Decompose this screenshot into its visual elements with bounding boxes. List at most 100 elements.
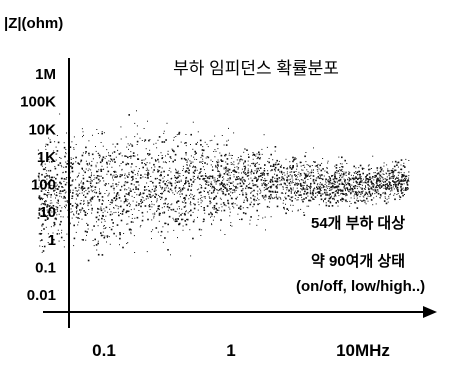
scatter-point — [194, 180, 195, 181]
scatter-point — [65, 201, 66, 202]
scatter-point — [397, 162, 398, 163]
scatter-point — [224, 204, 226, 206]
scatter-point — [369, 186, 370, 187]
scatter-point — [188, 170, 190, 172]
scatter-point — [66, 182, 67, 183]
scatter-point — [138, 203, 140, 205]
scatter-point — [149, 204, 150, 205]
scatter-point — [279, 171, 280, 172]
scatter-point — [50, 170, 52, 172]
scatter-point — [397, 178, 398, 179]
scatter-point — [107, 164, 108, 165]
scatter-point — [331, 196, 332, 197]
scatter-point — [105, 221, 106, 222]
scatter-point — [356, 183, 357, 184]
scatter-point — [129, 211, 130, 212]
scatter-point — [134, 184, 135, 185]
scatter-point — [276, 160, 278, 162]
scatter-point — [403, 188, 404, 189]
scatter-point — [110, 161, 111, 162]
scatter-point — [338, 206, 339, 207]
scatter-point — [279, 161, 280, 162]
scatter-point — [255, 164, 256, 165]
scatter-point — [105, 216, 106, 217]
scatter-point — [114, 208, 115, 209]
scatter-point — [128, 149, 129, 150]
scatter-point — [134, 252, 135, 253]
scatter-point — [404, 178, 405, 179]
scatter-point — [219, 189, 221, 191]
scatter-point — [119, 244, 120, 245]
scatter-point — [287, 208, 289, 210]
scatter-point — [121, 174, 123, 176]
scatter-point — [366, 178, 368, 180]
scatter-point — [38, 173, 40, 175]
scatter-point — [147, 251, 148, 252]
scatter-point — [138, 205, 139, 206]
scatter-point — [332, 189, 333, 190]
scatter-point — [155, 188, 156, 189]
scatter-point — [64, 189, 66, 191]
scatter-point — [319, 175, 320, 176]
scatter-point — [253, 190, 255, 192]
scatter-point — [250, 165, 251, 166]
scatter-point — [55, 168, 57, 170]
scatter-point — [81, 210, 82, 211]
scatter-point — [82, 136, 83, 137]
scatter-point — [250, 197, 251, 198]
scatter-point — [248, 169, 249, 170]
scatter-point — [302, 199, 303, 200]
scatter-point — [363, 179, 364, 180]
scatter-point — [360, 184, 361, 185]
scatter-point — [401, 165, 402, 166]
scatter-point — [376, 186, 377, 187]
scatter-point — [124, 196, 126, 198]
scatter-point — [146, 183, 147, 184]
scatter-point — [114, 151, 116, 153]
scatter-point — [153, 195, 154, 196]
scatter-point — [221, 161, 222, 162]
scatter-point — [202, 159, 203, 160]
scatter-point — [369, 176, 371, 178]
scatter-point — [178, 171, 179, 172]
scatter-point — [315, 180, 317, 182]
scatter-point — [62, 190, 64, 192]
scatter-point — [242, 169, 243, 170]
scatter-point — [188, 212, 189, 213]
scatter-point — [158, 205, 160, 207]
scatter-point — [148, 194, 149, 195]
scatter-point — [157, 159, 159, 161]
scatter-point — [398, 162, 400, 164]
scatter-point — [405, 187, 407, 189]
scatter-point — [238, 157, 239, 158]
scatter-point — [198, 131, 199, 132]
scatter-point — [132, 178, 134, 180]
scatter-point — [118, 195, 119, 196]
scatter-point — [349, 178, 350, 179]
annotation-state-types: (on/off, low/high..) — [296, 278, 425, 295]
scatter-point — [392, 161, 393, 162]
scatter-point — [147, 177, 148, 178]
scatter-point — [338, 202, 339, 203]
scatter-point — [247, 175, 249, 177]
scatter-point — [401, 169, 403, 171]
scatter-point — [337, 182, 338, 183]
scatter-point — [131, 209, 132, 210]
scatter-point — [340, 163, 341, 164]
scatter-point — [358, 191, 359, 192]
scatter-point — [233, 181, 234, 182]
scatter-point — [101, 170, 103, 172]
scatter-point — [130, 229, 132, 231]
scatter-point — [373, 197, 374, 198]
scatter-point — [202, 153, 203, 154]
scatter-point — [83, 135, 84, 136]
scatter-point — [121, 163, 122, 164]
scatter-point — [136, 194, 137, 195]
scatter-point — [148, 155, 149, 156]
scatter-point — [132, 196, 133, 197]
scatter-point — [90, 169, 91, 170]
scatter-point — [302, 170, 303, 171]
scatter-point — [72, 180, 74, 182]
scatter-point — [140, 174, 142, 176]
scatter-point — [210, 183, 211, 184]
